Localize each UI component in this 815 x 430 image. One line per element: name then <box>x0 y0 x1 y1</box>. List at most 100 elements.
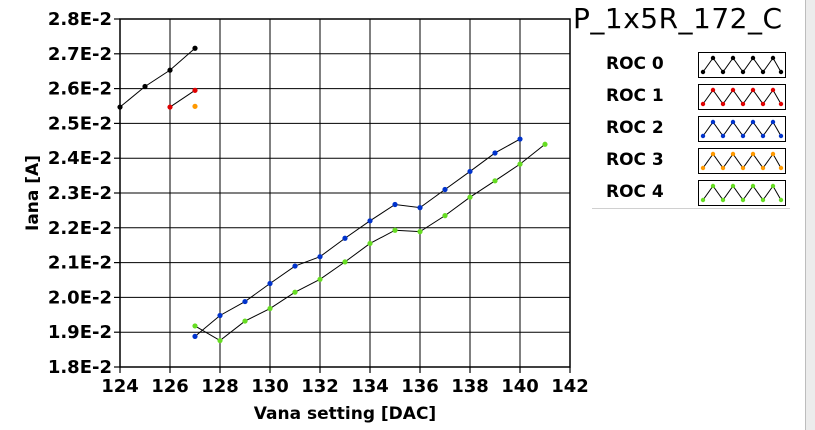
data-point-roc-2 <box>417 205 423 211</box>
legend-label: ROC 1 <box>606 86 664 106</box>
legend-swatch <box>698 148 786 174</box>
y-tick-label: 2.3E-2 <box>48 183 112 204</box>
data-point-roc-4 <box>342 259 348 265</box>
legend-swatch-marker <box>770 87 776 93</box>
series-line-roc-0 <box>119 47 196 108</box>
data-point-roc-4 <box>192 323 198 329</box>
legend-swatch-marker <box>740 101 746 107</box>
y-tick-label: 1.8E-2 <box>48 357 112 378</box>
x-axis-ticks: 124 126 128 130 132 134 136 138 140 142 <box>101 367 589 397</box>
legend-swatch-marker <box>700 197 706 203</box>
legend-swatch <box>698 180 786 206</box>
legend-swatch <box>698 52 786 78</box>
legend-swatch-line <box>702 153 782 169</box>
legend-item: ROC 2 <box>592 112 790 144</box>
y-tick-label: 2.0E-2 <box>48 287 112 308</box>
y-tick-label: 2.8E-2 <box>48 9 112 30</box>
legend-swatch-marker <box>750 183 756 189</box>
x-tick-label: 132 <box>301 376 339 397</box>
legend-swatch-marker <box>720 133 726 139</box>
data-point-roc-2 <box>492 150 498 156</box>
data-point-roc-4 <box>217 337 223 344</box>
data-point-roc-2 <box>217 312 223 319</box>
y-axis-ticks: 1.8E-2 1.9E-2 2.0E-2 2.1E-2 2.2E-2 2.3E-2 2.4E… <box>48 9 120 378</box>
legend-swatch-marker <box>720 101 726 107</box>
legend-label: ROC 0 <box>606 54 664 74</box>
legend-swatch-line <box>702 185 782 201</box>
legend-swatch-line <box>702 57 782 73</box>
legend-item: ROC 4 <box>592 176 790 208</box>
legend: ROC 0 ROC 1 ROC 2 ROC 3 ROC 4 <box>592 44 790 209</box>
data-point-roc-2 <box>342 235 348 241</box>
data-point-roc-2 <box>392 201 398 208</box>
chart-title: P_1x5R_172_C <box>573 2 783 35</box>
legend-item: ROC 3 <box>592 144 790 176</box>
x-tick-label: 128 <box>201 376 239 397</box>
legend-swatch-graphic <box>700 151 784 171</box>
legend-swatch-marker <box>710 151 716 157</box>
legend-swatch-graphic <box>700 55 784 75</box>
legend-label: ROC 2 <box>606 118 664 138</box>
legend-swatch <box>698 116 786 142</box>
legend-swatch-marker <box>730 87 736 93</box>
legend-swatch-marker <box>770 151 776 157</box>
legend-item: ROC 1 <box>592 80 790 112</box>
data-point-roc-4 <box>267 305 273 312</box>
series-line-roc-1 <box>169 89 196 108</box>
legend-swatch-marker <box>720 165 726 171</box>
data-point-roc-2 <box>192 333 198 339</box>
data-point-roc-1 <box>167 104 173 110</box>
data-point-roc-0 <box>167 67 173 73</box>
legend-swatch-marker <box>778 69 784 75</box>
legend-label: ROC 3 <box>606 150 664 170</box>
legend-swatch-marker <box>740 197 746 203</box>
data-point-roc-4 <box>442 213 448 219</box>
legend-swatch-marker <box>760 165 766 171</box>
x-tick-label: 136 <box>401 376 439 397</box>
legend-swatch-marker <box>760 69 766 75</box>
data-point-roc-2 <box>317 254 323 260</box>
x-tick-label: 126 <box>151 376 189 397</box>
series-group <box>117 45 548 344</box>
x-tick-label: 124 <box>101 376 139 397</box>
legend-label: ROC 4 <box>606 182 664 202</box>
data-point-roc-4 <box>542 141 548 147</box>
x-tick-label: 130 <box>251 376 289 397</box>
legend-swatch-marker <box>750 119 756 125</box>
data-point-roc-4 <box>492 178 498 184</box>
legend-swatch-marker <box>700 165 706 171</box>
legend-swatch-marker <box>730 55 736 61</box>
legend-swatch-marker <box>750 87 756 93</box>
data-point-roc-1 <box>192 87 198 93</box>
legend-swatch <box>698 84 786 110</box>
legend-swatch-marker <box>740 69 746 75</box>
data-point-roc-0 <box>142 83 148 90</box>
data-point-roc-4 <box>242 318 248 324</box>
data-point-roc-2 <box>467 168 473 175</box>
legend-swatch-marker <box>760 133 766 139</box>
data-point-roc-2 <box>442 186 448 193</box>
y-tick-label: 1.9E-2 <box>48 322 112 343</box>
legend-swatch-marker <box>770 183 776 189</box>
data-point-roc-3 <box>192 103 198 109</box>
legend-swatch-marker <box>760 197 766 203</box>
legend-swatch-marker <box>750 151 756 157</box>
series-line-roc-2 <box>194 138 521 337</box>
legend-swatch-line <box>702 121 782 137</box>
legend-swatch-graphic <box>700 183 784 203</box>
x-tick-label: 134 <box>351 376 389 397</box>
legend-swatch-graphic <box>700 119 784 139</box>
legend-swatch-marker <box>700 101 706 107</box>
y-tick-label: 2.5E-2 <box>48 113 112 134</box>
x-tick-label: 140 <box>501 376 539 397</box>
legend-swatch-marker <box>778 101 784 107</box>
data-point-roc-4 <box>367 240 373 247</box>
data-point-roc-2 <box>242 298 248 305</box>
y-tick-label: 2.7E-2 <box>48 44 112 65</box>
data-point-roc-2 <box>267 280 273 287</box>
legend-swatch-marker <box>750 55 756 61</box>
y-axis-title: Iana [A] <box>23 155 43 231</box>
x-tick-label: 138 <box>451 376 489 397</box>
legend-swatch-marker <box>720 69 726 75</box>
